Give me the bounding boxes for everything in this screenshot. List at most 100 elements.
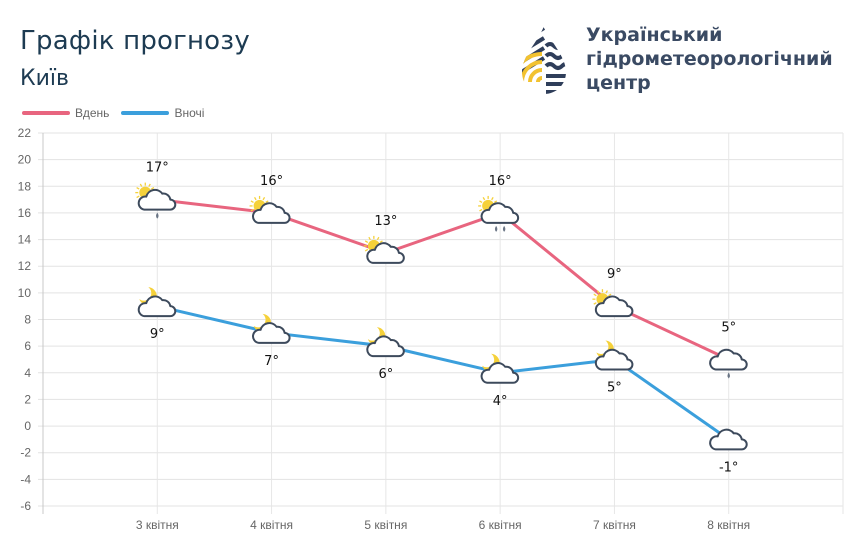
x-tick-label: 4 квітня — [250, 518, 293, 532]
y-tick-label: 4 — [24, 366, 31, 380]
legend-item-day[interactable]: Вдень — [22, 106, 109, 120]
sun-ray — [593, 293, 597, 297]
cloud-shape — [709, 348, 748, 371]
y-tick-label: 12 — [18, 259, 32, 273]
cloud-light-rain-icon — [709, 348, 748, 379]
sun-ray — [254, 196, 257, 201]
night-series-line — [156, 304, 730, 441]
rain-drop — [727, 372, 730, 379]
y-tick-label: 16 — [18, 206, 32, 220]
sun-ray — [136, 187, 140, 190]
sun-ray — [250, 200, 254, 203]
y-tick-label: -4 — [20, 472, 31, 486]
y-tick-label: -6 — [20, 499, 31, 513]
day-series-line — [157, 198, 730, 361]
cloud-icon — [709, 428, 748, 451]
y-tick-label: -2 — [20, 446, 31, 460]
logo-line-1: Український — [586, 24, 723, 46]
y-tick-label: 20 — [18, 153, 32, 167]
cloud-shape — [480, 362, 520, 384]
sun-ray — [479, 200, 483, 203]
moon-cloud-icon — [252, 313, 291, 344]
day-temp-label: 9° — [607, 267, 622, 282]
legend-item-night[interactable]: Вночі — [121, 106, 204, 120]
night-temp-label: 7° — [264, 354, 279, 369]
cloud-shape — [366, 335, 405, 358]
cloud-shape — [366, 242, 405, 264]
sun-ray — [596, 290, 600, 294]
cloud-shape — [594, 295, 634, 318]
legend-label-night: Вночі — [174, 106, 205, 120]
moon-cloud-icon — [366, 327, 405, 358]
cloud-shape — [252, 202, 291, 224]
sun-cloud-light-rain-icon — [135, 182, 177, 219]
sun-ray — [364, 240, 369, 243]
moon-cloud-icon — [594, 340, 634, 371]
cloud-shape — [252, 322, 291, 344]
x-tick-label: 5 квітня — [364, 518, 407, 532]
cloud-shape — [137, 188, 177, 211]
page-title: Графік прогнозу — [20, 26, 250, 56]
y-tick-label: 6 — [24, 339, 31, 353]
sun-ray — [364, 248, 369, 252]
sun-ray — [605, 290, 608, 294]
y-tick-label: 18 — [18, 179, 32, 193]
y-tick-label: 0 — [24, 419, 31, 433]
sun-ray — [376, 236, 380, 241]
legend-label-day: Вдень — [75, 106, 110, 120]
ugmc-logo-icon — [522, 26, 566, 94]
sun-ray — [250, 208, 254, 212]
x-tick-label: 3 квітня — [136, 518, 179, 532]
cloud-shape — [594, 348, 634, 371]
x-tick-label: 6 квітня — [479, 518, 522, 532]
sun-ray — [139, 183, 143, 187]
legend-swatch-day — [22, 111, 70, 115]
moon-cloud-icon — [480, 353, 520, 384]
x-tick-label: 8 квітня — [707, 518, 750, 532]
sun-cloud-rain-icon — [478, 195, 520, 232]
night-temp-label: 5° — [607, 380, 622, 395]
day-temp-label: 17° — [146, 161, 169, 176]
rain-drop — [156, 212, 159, 219]
x-axis: 3 квітня 4 квітня 5 квітня 6 квітня 7 квітня… — [136, 518, 750, 532]
y-tick-label: 22 — [18, 126, 32, 140]
sun-cloud-icon — [249, 195, 291, 224]
sun-ray — [265, 200, 269, 203]
day-temp-label: 5° — [721, 320, 736, 335]
sun-cloud-icon — [592, 289, 634, 318]
sun-ray — [493, 200, 498, 203]
sun-ray — [482, 196, 486, 201]
cloud-shape — [137, 295, 177, 318]
cloud-shape — [709, 428, 748, 451]
chart-grid — [38, 132, 844, 514]
sun-ray — [136, 195, 140, 199]
x-tick-label: 7 квітня — [593, 518, 636, 532]
day-temp-label: 16° — [489, 174, 512, 189]
moon-cloud-icon — [137, 287, 177, 318]
weather-icons — [135, 182, 748, 451]
temperature-labels: 17° 16° 13° 16° 9° 5° 9° 7° 6° 4° 5° -1° — [146, 161, 739, 476]
y-tick-label: 10 — [18, 286, 32, 300]
sun-ray — [262, 196, 266, 201]
y-tick-label: 8 — [24, 313, 31, 327]
sun-ray — [379, 240, 383, 243]
city-name: Київ — [20, 66, 69, 91]
sun-ray — [593, 302, 597, 305]
sun-ray — [479, 208, 483, 212]
logo-line-2: гідрометеорологічний — [586, 48, 833, 70]
sun-ray — [151, 187, 155, 190]
rain-drop — [502, 225, 506, 232]
night-temp-label: 6° — [378, 367, 393, 382]
logo-line-3: центр — [586, 72, 651, 94]
night-temp-label: 4° — [493, 394, 508, 409]
chart-legend: Вдень Вночі — [22, 106, 216, 120]
y-tick-label: 2 — [24, 392, 31, 406]
rain-drop — [494, 225, 498, 232]
night-temp-label: 9° — [150, 327, 165, 342]
day-temp-label: 16° — [260, 174, 283, 189]
sun-cloud-icon — [363, 235, 405, 264]
cloud-shape — [480, 202, 520, 224]
night-temp-label: -1° — [719, 460, 738, 475]
legend-swatch-night — [121, 111, 170, 115]
